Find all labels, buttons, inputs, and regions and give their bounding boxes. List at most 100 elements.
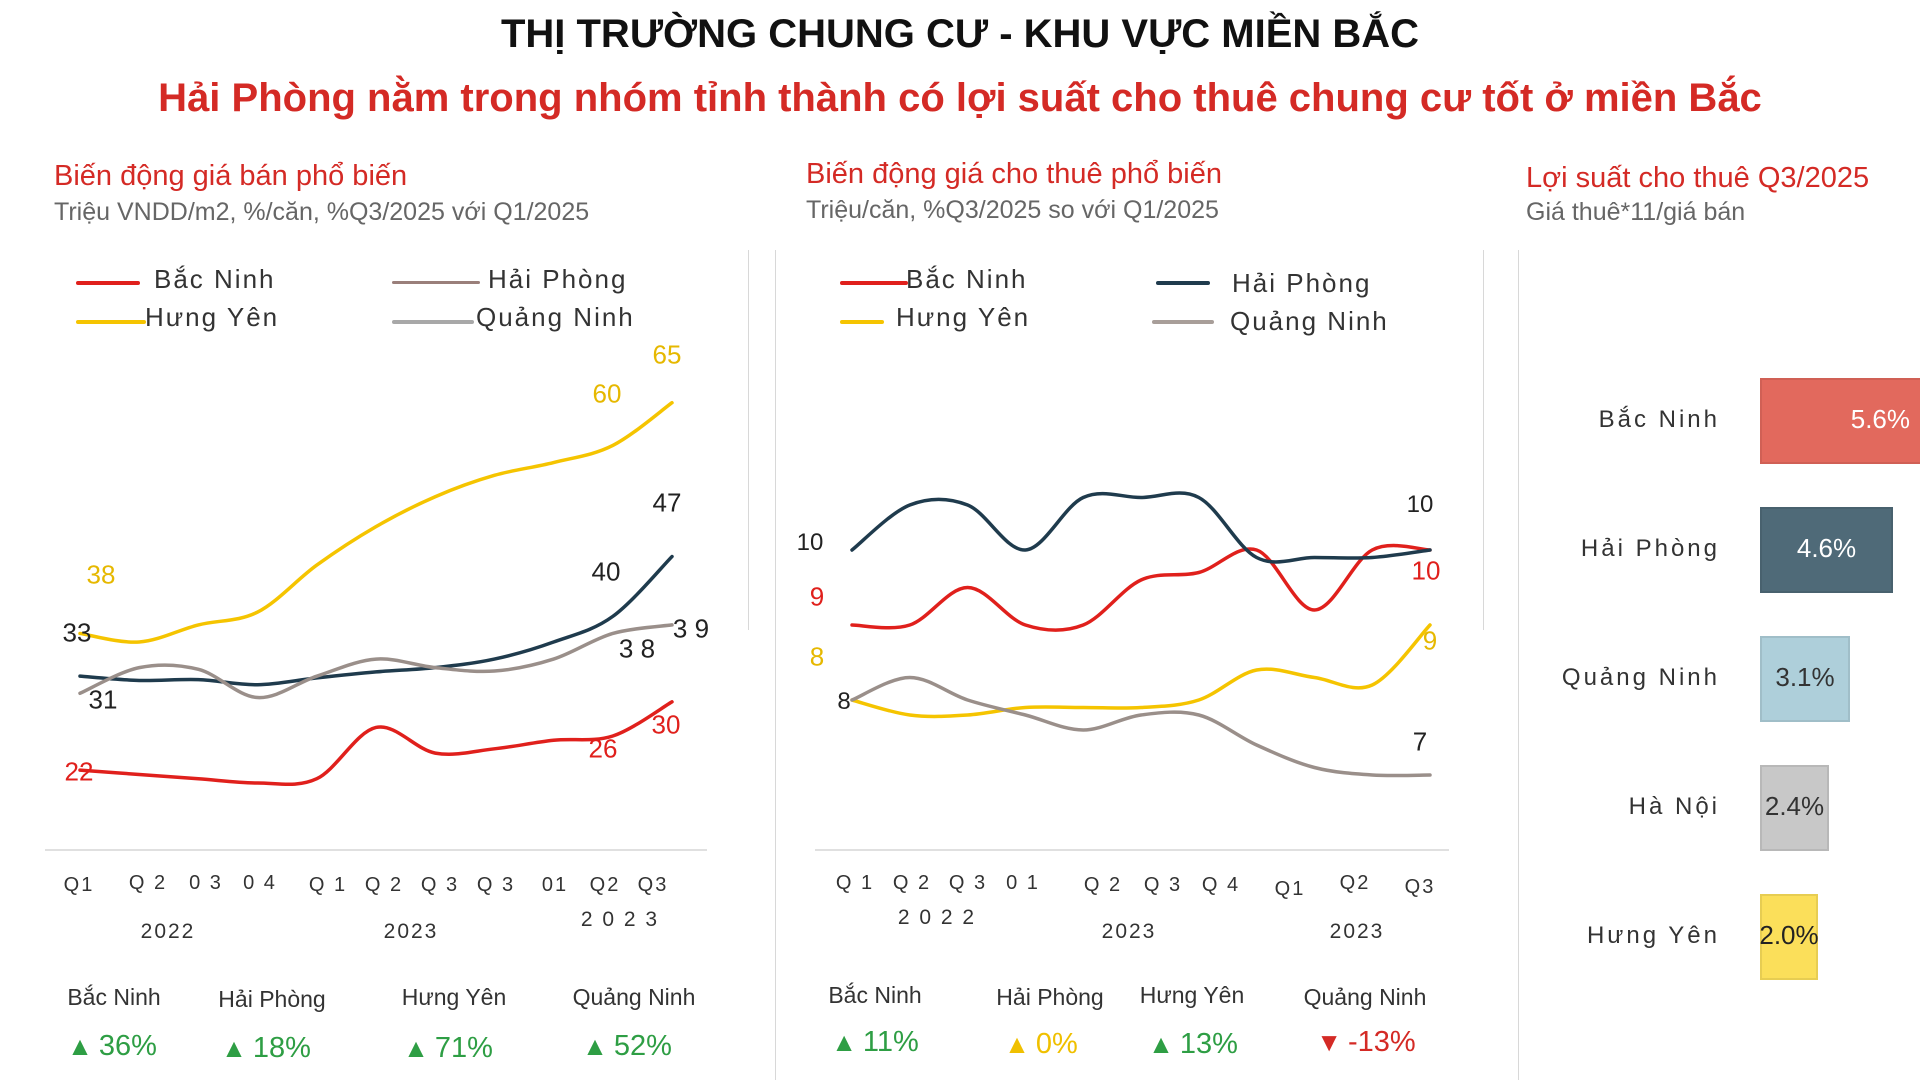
x-tick: 01: [541, 874, 569, 896]
yield-bar: [1760, 378, 1920, 464]
x-tick: Q 2: [1083, 874, 1123, 896]
data-label-bac-ninh-end: 30: [651, 709, 681, 740]
yield-bar-value: 3.1%: [1775, 662, 1835, 692]
year-label: 2023: [1329, 920, 1385, 943]
data-label-bac-ninh-end: 10: [1411, 555, 1441, 586]
down-arrow-icon: ▼: [1316, 1027, 1343, 1057]
data-label-hai-phong-end: 10: [1406, 491, 1434, 518]
yield-bar: [1760, 894, 1818, 980]
change-value: ▲ 36%: [67, 1030, 157, 1062]
yield-bar: [1760, 507, 1893, 593]
yield-category-label: Quảng Ninh: [1561, 664, 1720, 691]
year-label: 2023: [1101, 920, 1157, 943]
year-label: 2 0 2 3: [580, 908, 660, 931]
series-line-sale-Hưng Yên: [78, 400, 674, 644]
legend-bac-ninh: Bắc Ninh: [906, 264, 1028, 294]
series-line-rent-Hải Phòng: [850, 491, 1432, 564]
data-label-hung-yen-start: 38: [86, 559, 116, 590]
legend-swatch-quang-ninh: [1152, 320, 1214, 324]
yield-bar-value: 4.6%: [1796, 533, 1857, 563]
panel2-subtitle: Triệu/căn, %Q3/2025 so với Q1/2025: [806, 196, 1219, 224]
x-tick: Q2: [1339, 872, 1371, 894]
change-value: ▲ 11%: [831, 1026, 919, 1058]
legend-quang-ninh: Quảng Ninh: [476, 302, 635, 332]
series-line-sale-Hải Phòng: [78, 554, 674, 687]
change-value: ▲ 71%: [403, 1032, 493, 1064]
x-tick: Q1: [63, 874, 95, 896]
up-arrow-icon: ▲: [67, 1031, 93, 1061]
data-label-bac-ninh-start: 22: [64, 756, 94, 787]
series-line-rent-Bắc Ninh: [850, 543, 1432, 632]
yield-bar-value: 2.0%: [1759, 920, 1819, 950]
change-name: Quảng Ninh: [1303, 984, 1427, 1010]
up-arrow-icon: ▲: [221, 1033, 247, 1063]
data-label-hung-yen-start: 8: [809, 641, 825, 672]
legend-swatch-bac-ninh: [840, 281, 908, 285]
legend-hung-yen: Hưng Yên: [145, 302, 280, 332]
panel1-x-axis: [45, 849, 707, 851]
yield-bar: [1760, 765, 1829, 851]
yield-category-label: Hải Phòng: [1580, 535, 1720, 562]
up-arrow-icon: ▲: [403, 1033, 429, 1063]
data-label-hung-yen-end: 9: [1422, 625, 1438, 656]
panel3-title: Lợi suất cho thuê Q3/2025: [1526, 162, 1870, 194]
x-tick: Q 4: [1201, 874, 1241, 896]
sub-title: Hải Phòng nằm trong nhóm tỉnh thành có l…: [158, 76, 1762, 120]
divider: [748, 250, 749, 630]
change-value: ▲ 52%: [582, 1030, 672, 1062]
change-value: ▼ -13%: [1316, 1026, 1416, 1058]
year-label: 2023: [383, 920, 439, 943]
data-label-hung-yen-q2: 60: [592, 378, 622, 409]
change-name: Hưng Yên: [401, 984, 507, 1010]
x-tick: Q1: [1274, 878, 1306, 900]
data-label-hai-phong-end: 47: [652, 487, 682, 518]
change-name: Bắc Ninh: [828, 982, 922, 1008]
change-value: ▲ 18%: [221, 1032, 311, 1064]
legend-swatch-quang-ninh: [392, 320, 474, 324]
legend-swatch-hai-phong: [392, 281, 480, 284]
x-tick: Q 2: [892, 872, 932, 894]
legend-hung-yen: Hưng Yên: [896, 302, 1031, 332]
change-name: Hải Phòng: [218, 986, 326, 1012]
year-label: 2022: [140, 920, 196, 943]
x-tick: Q 1: [308, 874, 348, 896]
x-tick: Q3: [1404, 876, 1436, 898]
series-line-sale-Quảng Ninh: [78, 623, 674, 700]
x-tick: Q 2: [364, 874, 404, 896]
x-tick: Q 3: [420, 874, 460, 896]
year-label: 2 0 2 2: [897, 906, 977, 929]
x-tick: Q 3: [476, 874, 516, 896]
data-label-quang-ninh-end: 3 9: [672, 613, 710, 644]
x-tick: 0 4: [243, 872, 277, 894]
yield-bar: [1760, 636, 1850, 722]
legend-hai-phong: Hải Phòng: [1232, 268, 1372, 298]
data-label-hai-phong-start: 10: [796, 529, 824, 556]
x-tick: Q2: [589, 874, 621, 896]
legend-quang-ninh: Quảng Ninh: [1230, 306, 1389, 336]
yield-bar-value: 5.6%: [1850, 404, 1910, 434]
series-line-rent-Quảng Ninh: [850, 675, 1432, 778]
x-tick: Q 3: [948, 872, 988, 894]
yield-bar-value: 2.4%: [1764, 791, 1825, 821]
yield-category-label: Hưng Yên: [1586, 922, 1720, 949]
x-tick: Q 3: [1143, 874, 1183, 896]
up-arrow-icon: ▲: [831, 1027, 857, 1057]
change-name: Quảng Ninh: [572, 984, 696, 1010]
yield-category-label: Bắc Ninh: [1598, 406, 1720, 433]
panel1-title: Biến động giá bán phổ biến: [54, 160, 408, 192]
legend-swatch-hai-phong: [1156, 281, 1210, 285]
legend-swatch-hung-yen: [76, 320, 146, 324]
panel3-subtitle: Giá thuê*11/giá bán: [1526, 198, 1746, 226]
change-name: Hải Phòng: [996, 984, 1104, 1010]
change-name: Hưng Yên: [1139, 982, 1245, 1008]
legend-swatch-bac-ninh: [76, 281, 140, 285]
main-title: THỊ TRƯỜNG CHUNG CƯ - KHU VỰC MIỀN BẮC: [500, 12, 1420, 56]
change-value: ▲ 13%: [1148, 1028, 1238, 1060]
change-name: Bắc Ninh: [67, 984, 161, 1010]
divider: [775, 250, 776, 1080]
data-label-quang-ninh-end: 7: [1412, 726, 1428, 757]
series-line-sale-Bắc Ninh: [78, 700, 674, 787]
x-tick: Q 1: [835, 872, 875, 894]
data-label-bac-ninh-q2: 26: [588, 733, 618, 764]
